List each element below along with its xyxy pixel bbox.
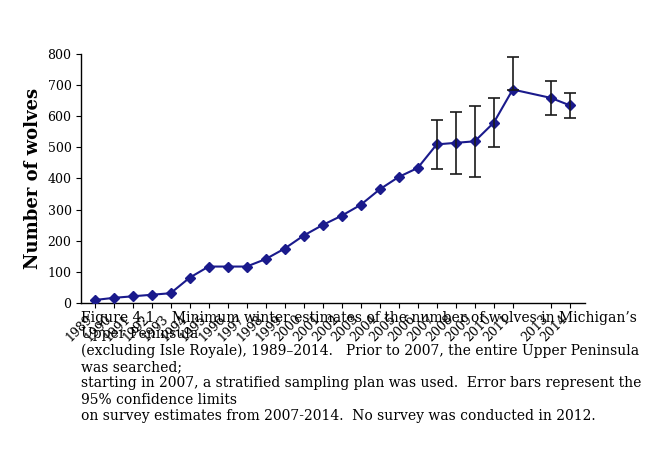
Y-axis label: Number of wolves: Number of wolves (24, 88, 42, 269)
Text: Figure 4.1.   Minimum winter estimates of the number of wolves in Michigan’s Upp: Figure 4.1. Minimum winter estimates of … (81, 311, 642, 423)
